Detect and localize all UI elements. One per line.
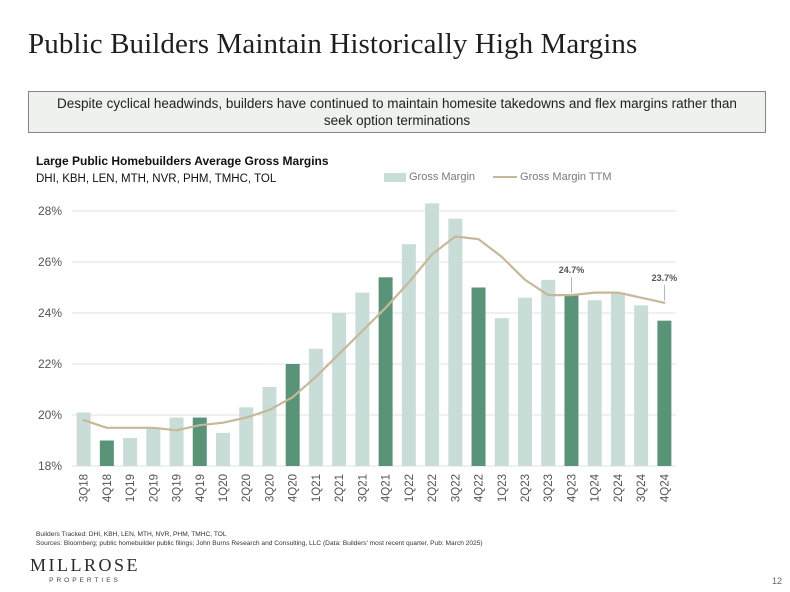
bar-4q18 — [99, 440, 114, 466]
x-tick-label: 3Q23 — [543, 474, 555, 502]
footnotes: Builders Tracked: DHI, KBH, LEN, MTH, NV… — [36, 530, 483, 548]
company-logo: MILLROSE PROPERTIES — [30, 555, 140, 584]
legend-label-gross-margin-ttm: Gross Margin TTM — [520, 171, 612, 183]
bar-4q24 — [657, 320, 672, 466]
bar-3q20 — [262, 386, 277, 466]
bar-1q20 — [216, 432, 230, 466]
x-tick-label: 1Q19 — [125, 474, 137, 502]
x-tick-label: 4Q20 — [288, 474, 300, 502]
legend-swatch-bar — [384, 172, 406, 182]
page-title: Public Builders Maintain Historically Hi… — [28, 28, 638, 60]
x-tick-label: 2Q23 — [520, 474, 532, 502]
y-tick-label: 18% — [38, 459, 62, 473]
x-tick-label: 1Q21 — [311, 474, 323, 502]
x-tick-label: 4Q23 — [566, 474, 578, 502]
footnote-builders-tracked: Builders Tracked: DHI, KBH, LEN, MTH, NV… — [36, 531, 227, 538]
x-tick-label: 4Q18 — [102, 474, 114, 502]
bar-3q23 — [541, 279, 556, 466]
x-tick-label: 2Q24 — [613, 473, 625, 502]
x-tick-label: 2Q21 — [334, 474, 346, 502]
legend-label-gross-margin: Gross Margin — [409, 171, 476, 183]
bar-4q23 — [564, 295, 579, 466]
x-tick-label: 2Q22 — [427, 474, 439, 502]
bar-3q22 — [448, 218, 463, 466]
chart-title: Large Public Homebuilders Average Gross … — [36, 154, 329, 168]
bar-2q19 — [146, 427, 161, 466]
bar-3q19 — [169, 417, 184, 466]
x-tick-label: 4Q22 — [474, 474, 486, 502]
bar-3q18 — [76, 412, 91, 466]
bar-3q21 — [355, 292, 370, 466]
logo-tagline: PROPERTIES — [49, 577, 121, 584]
x-tick-label: 4Q19 — [195, 474, 207, 502]
bar-2q22 — [425, 203, 440, 466]
x-tick-label: 3Q18 — [79, 474, 91, 502]
ttm-line — [82, 235, 666, 432]
y-tick-label: 24% — [38, 306, 62, 320]
chart-subtitle: DHI, KBH, LEN, MTH, NVR, PHM, TMHC, TOL — [36, 173, 277, 185]
x-tick-label: 1Q23 — [497, 474, 509, 502]
x-tick-label: 1Q22 — [404, 474, 416, 502]
y-tick-label: 28% — [38, 204, 62, 218]
bar-3q24 — [634, 305, 649, 466]
x-tick-label: 1Q24 — [590, 473, 602, 502]
x-tick-label: 2Q20 — [241, 474, 253, 502]
x-tick-label: 4Q24 — [659, 473, 671, 502]
chart-legend: Gross Margin Gross Margin TTM — [384, 171, 630, 183]
x-tick-label: 2Q19 — [148, 474, 160, 502]
bar-1q19 — [123, 437, 138, 466]
data-label-4q24: 23.7% — [652, 273, 678, 283]
data-label-4q23: 24.7% — [559, 265, 585, 275]
bar-2q20 — [239, 407, 254, 466]
x-tick-label: 3Q20 — [264, 474, 276, 502]
x-tick-label: 3Q22 — [450, 474, 462, 502]
x-tick-label: 3Q19 — [172, 474, 184, 502]
bar-4q22 — [471, 287, 486, 466]
x-tick-label: 4Q21 — [381, 474, 393, 502]
logo-wordmark: MILLROSE — [30, 555, 140, 575]
bar-2q23 — [518, 297, 532, 466]
legend-item-gross-margin: Gross Margin — [384, 171, 475, 183]
bar-2q21 — [332, 313, 347, 466]
legend-item-gross-margin-ttm: Gross Margin TTM — [493, 171, 612, 183]
y-tick-label: 22% — [38, 357, 62, 371]
bar-1q24 — [587, 300, 602, 466]
bar-1q22 — [401, 244, 416, 466]
footnote-sources: Sources: Bloomberg; public homebuilder p… — [36, 540, 483, 547]
legend-swatch-line — [493, 176, 518, 178]
y-tick-label: 20% — [38, 408, 62, 422]
key-takeaway-callout: Despite cyclical headwinds, builders hav… — [28, 91, 766, 133]
bar-1q21 — [308, 348, 323, 466]
x-tick-label: 1Q20 — [218, 474, 230, 502]
bar-4q20 — [285, 364, 300, 466]
bar-2q24 — [610, 292, 625, 466]
page-number: 12 — [771, 576, 782, 586]
x-tick-label: 3Q24 — [636, 473, 648, 502]
bar-4q19 — [192, 417, 207, 466]
x-tick-label: 3Q21 — [357, 474, 369, 502]
y-tick-label: 26% — [38, 255, 62, 269]
bar-4q21 — [378, 277, 393, 466]
callout-text: Despite cyclical headwinds, builders hav… — [57, 96, 737, 128]
bar-1q23 — [494, 318, 509, 466]
